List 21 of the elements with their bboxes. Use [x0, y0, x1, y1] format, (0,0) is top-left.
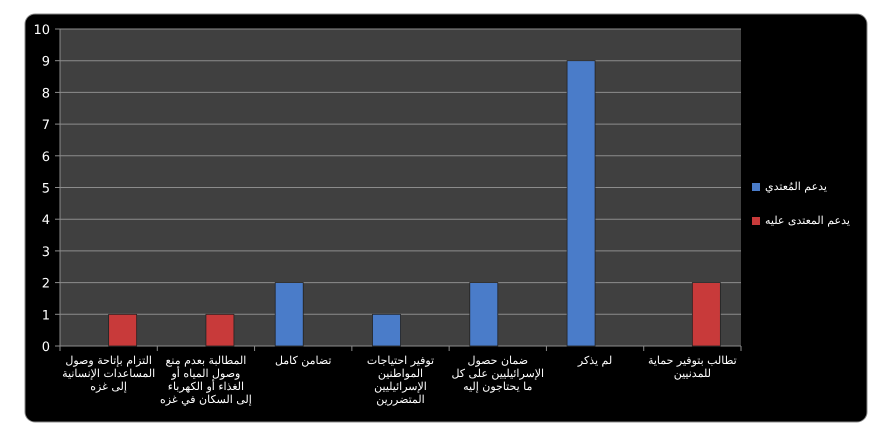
- y-tick-label: 8: [42, 86, 50, 102]
- x-tick-label: لم يذكر: [576, 354, 614, 367]
- x-tick-label: المطالبة بعدم منع وصول المياه أو الغذاء أو الكهرباء إلى السكان في غزه: [159, 354, 253, 406]
- y-tick-label: 4: [42, 213, 50, 228]
- y-tick-label: 2: [42, 276, 50, 292]
- x-tick-label: توفير احتياجات المواطنين الإسرائيليين المتضررين: [366, 354, 436, 406]
- x-tick-label: ضمان حصول الإسرائيليين على كل ما يحتاجون إليه: [451, 354, 544, 393]
- legend-item: يدعم المعتدى عليه: [752, 214, 850, 227]
- y-tick-label: 10: [33, 23, 50, 38]
- y-tick-label: 3: [42, 244, 50, 260]
- x-tick-label: تضامن كامل: [274, 354, 332, 367]
- y-tick-label: 9: [42, 54, 50, 70]
- x-tick-label: تطالب بتوفير حماية للمدنيين: [646, 354, 738, 380]
- legend-label: يدعم المُعتدي: [765, 180, 827, 193]
- legend-item: يدعم المُعتدي: [752, 180, 827, 193]
- y-tick-label: 5: [42, 182, 50, 196]
- y-tick-label: 7: [42, 118, 50, 134]
- x-tick-label: التزام بإتاحة وصول المساعدات الإنسانية إلى غزه: [62, 354, 156, 393]
- y-tick-label: 6: [42, 150, 50, 165]
- y-tick-label: 0: [42, 340, 50, 355]
- y-tick-label: 1: [42, 308, 50, 324]
